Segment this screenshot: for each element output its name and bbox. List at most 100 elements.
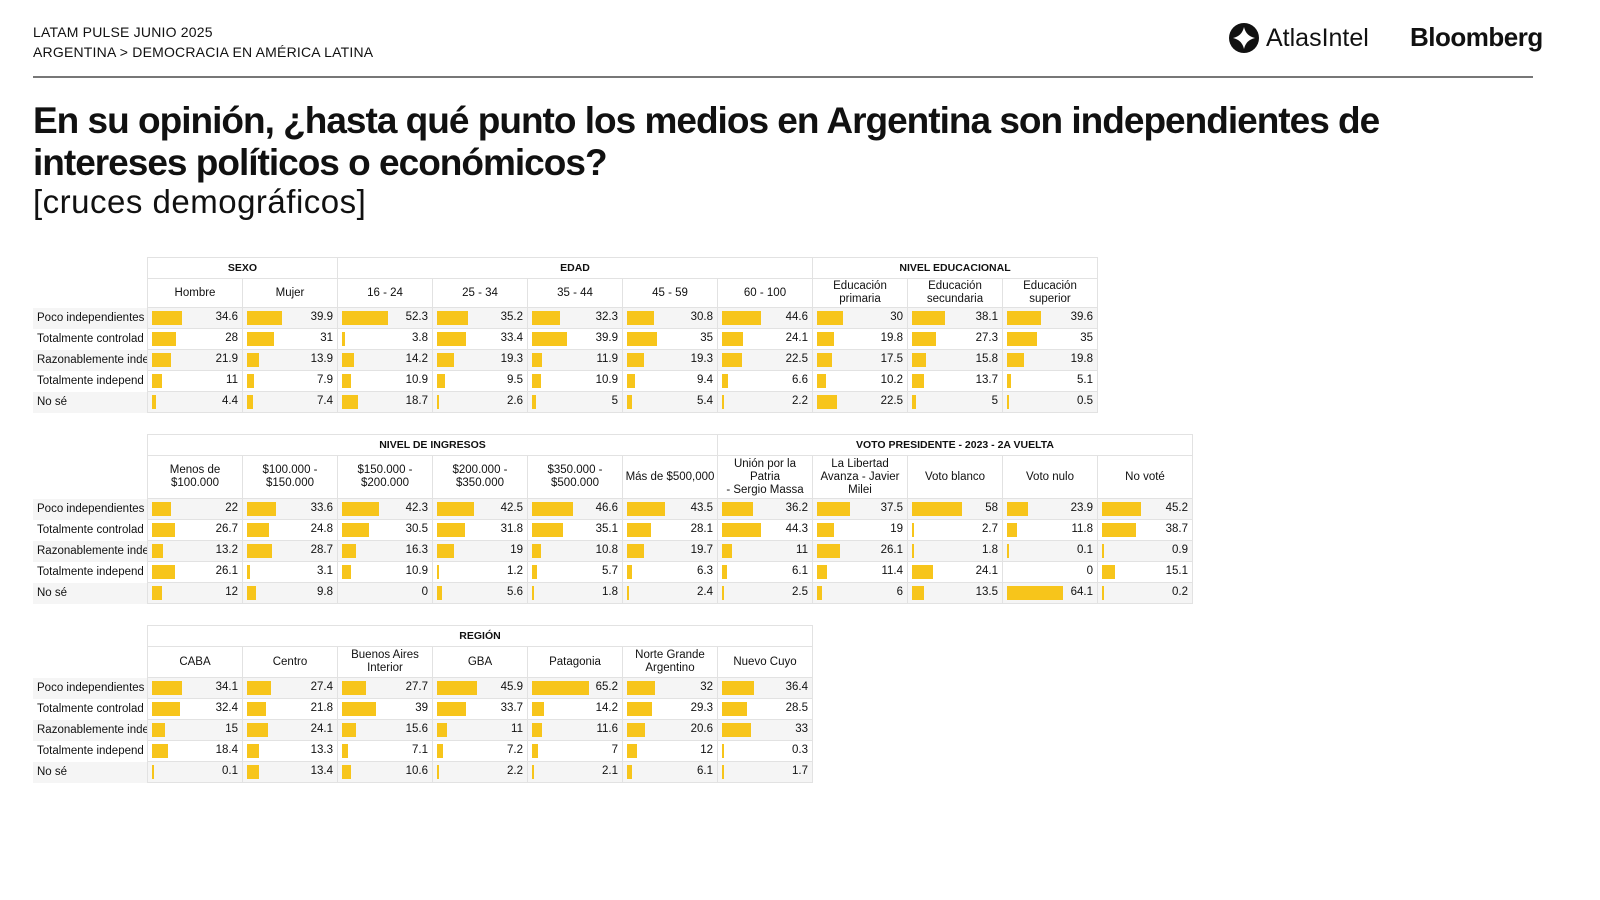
report-header: LATAM PULSE JUNIO 2025 ARGENTINA > DEMOC… xyxy=(33,22,373,62)
data-bar xyxy=(1007,311,1042,325)
data-cell: 13.7 xyxy=(907,370,1003,392)
column-header: 35 - 44 xyxy=(527,278,623,308)
data-bar xyxy=(1007,544,1009,558)
data-label: 12 xyxy=(700,744,713,756)
data-label: 42.5 xyxy=(500,502,523,514)
data-bar xyxy=(1102,544,1104,558)
table-row: No sé 12 9.8 0 5.6 1.8 2.4 2.5 6 13.5 64.1 0.2 xyxy=(33,582,1193,604)
data-label: 7.1 xyxy=(412,744,428,756)
data-label: 32.4 xyxy=(215,702,238,714)
data-bar xyxy=(722,723,751,737)
data-bar xyxy=(342,565,352,579)
data-cell: 58 xyxy=(907,498,1003,520)
data-label: 15.8 xyxy=(975,353,998,365)
data-label: 34.6 xyxy=(215,311,238,323)
data-label: 27.3 xyxy=(975,332,998,344)
data-label: 44.3 xyxy=(785,523,808,535)
data-label: 52.3 xyxy=(405,311,428,323)
data-bar xyxy=(437,523,465,537)
data-bar xyxy=(912,332,936,346)
data-label: 19.7 xyxy=(690,544,713,556)
data-label: 45.9 xyxy=(500,681,523,693)
data-label: 0.5 xyxy=(1077,395,1093,407)
data-cell: 65.2 xyxy=(527,677,623,699)
data-bar xyxy=(627,311,654,325)
data-cell: 64.1 xyxy=(1002,582,1098,604)
data-bar xyxy=(437,565,439,579)
data-label: 1.7 xyxy=(792,765,808,777)
data-bar xyxy=(247,681,271,695)
data-cell: 17.5 xyxy=(812,349,908,371)
table-row: Totalmente controlad 32.4 21.8 39 33.7 14.2 29… xyxy=(33,698,813,720)
data-label: 31.8 xyxy=(500,523,523,535)
data-bar xyxy=(152,353,172,367)
data-label: 1.8 xyxy=(602,586,618,598)
data-bar xyxy=(152,723,166,737)
data-label: 10.2 xyxy=(880,374,903,386)
data-cell: 26.1 xyxy=(812,540,908,562)
column-header: 25 - 34 xyxy=(432,278,528,308)
data-bar xyxy=(342,702,376,716)
column-header: $100.000 - $150.000 xyxy=(242,455,338,499)
data-label: 35.1 xyxy=(595,523,618,535)
table-row: Razonablemente inde 15 24.1 15.6 11 11.6 20.6 3… xyxy=(33,719,813,741)
data-bar xyxy=(722,586,725,600)
data-cell: 13.2 xyxy=(147,540,243,562)
data-label: 13.2 xyxy=(215,544,238,556)
data-bar xyxy=(532,702,545,716)
data-bar xyxy=(912,586,924,600)
data-bar xyxy=(247,723,268,737)
data-label: 38.1 xyxy=(975,311,998,323)
data-cell: 32.4 xyxy=(147,698,243,720)
data-cell: 1.7 xyxy=(717,761,813,783)
data-label: 19.8 xyxy=(880,332,903,344)
page-subtitle: [cruces demográficos] xyxy=(33,183,367,220)
data-bar xyxy=(817,374,826,388)
data-label: 4.4 xyxy=(222,395,238,407)
data-cell: 13.9 xyxy=(242,349,338,371)
column-header: Patagonia xyxy=(527,646,623,678)
data-label: 10.9 xyxy=(595,374,618,386)
data-cell: 22.5 xyxy=(717,349,813,371)
data-cell: 34.6 xyxy=(147,307,243,329)
data-label: 5.6 xyxy=(507,586,523,598)
table-row: Razonablemente inde 21.9 13.9 14.2 19.3 11.9 1… xyxy=(33,349,1098,371)
data-label: 33.4 xyxy=(500,332,523,344)
data-cell: 21.9 xyxy=(147,349,243,371)
data-bar xyxy=(437,723,447,737)
data-label: 35.2 xyxy=(500,311,523,323)
data-bar xyxy=(1102,523,1136,537)
data-label: 26.1 xyxy=(215,565,238,577)
data-bar xyxy=(437,586,442,600)
data-cell: 9.5 xyxy=(432,370,528,392)
data-cell: 10.8 xyxy=(527,540,623,562)
table-row: Totalmente independ 11 7.9 10.9 9.5 10.9 9.4 6.… xyxy=(33,370,1098,392)
data-label: 31 xyxy=(320,332,333,344)
table-row: Poco independientes 34.1 27.4 27.7 45.9 65.2 3… xyxy=(33,677,813,699)
data-cell: 42.5 xyxy=(432,498,528,520)
column-header: GBA xyxy=(432,646,528,678)
data-cell: 32 xyxy=(622,677,718,699)
table-row: Totalmente controlad 26.7 24.8 30.5 31.8 35.1… xyxy=(33,519,1193,541)
data-bar xyxy=(627,565,633,579)
data-label: 7 xyxy=(611,744,618,756)
data-cell: 15 xyxy=(147,719,243,741)
data-cell: 11 xyxy=(432,719,528,741)
data-label: 11 xyxy=(511,723,523,735)
data-cell: 0.5 xyxy=(1002,391,1098,413)
data-cell: 7 xyxy=(527,740,623,762)
column-header: 16 - 24 xyxy=(337,278,433,308)
data-label: 11.4 xyxy=(881,565,903,577)
data-cell: 42.3 xyxy=(337,498,433,520)
data-bar xyxy=(722,681,754,695)
data-cell: 10.9 xyxy=(337,370,433,392)
data-label: 11.9 xyxy=(596,353,618,365)
data-bar xyxy=(1007,332,1038,346)
data-label: 6.6 xyxy=(792,374,808,386)
data-cell: 2.1 xyxy=(527,761,623,783)
data-bar xyxy=(1007,374,1012,388)
column-header: Más de $500,000 xyxy=(622,455,718,499)
data-bar xyxy=(342,523,369,537)
data-bar xyxy=(722,332,743,346)
data-bar xyxy=(627,395,632,409)
